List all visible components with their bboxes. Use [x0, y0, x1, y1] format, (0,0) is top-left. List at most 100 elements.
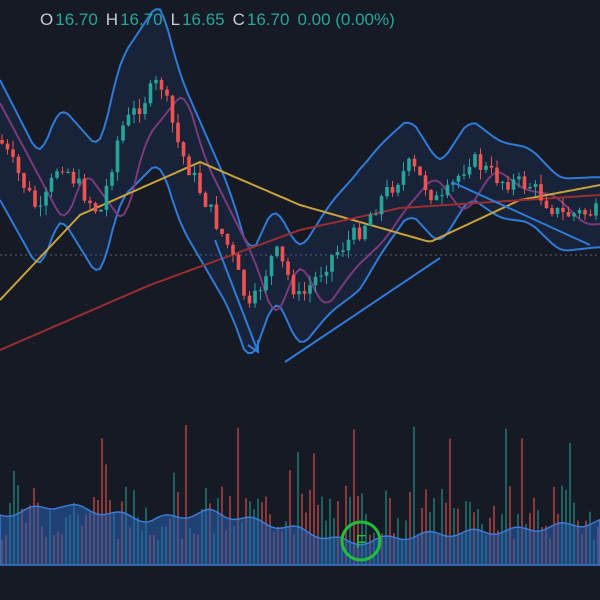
- candle: [5, 143, 10, 150]
- volume-bar: [413, 426, 415, 565]
- candle: [38, 205, 43, 207]
- candle: [484, 165, 488, 170]
- candle: [555, 207, 560, 214]
- candle: [473, 154, 477, 167]
- candle: [401, 171, 406, 185]
- band-fill: [0, 9, 600, 353]
- candle: [522, 176, 527, 189]
- candle: [247, 295, 252, 304]
- candle: [176, 122, 180, 143]
- candle: [379, 196, 384, 215]
- candle: [115, 140, 120, 173]
- volume-bar: [289, 470, 291, 565]
- candle: [489, 165, 494, 168]
- ohlc-item: O 16.70: [40, 10, 98, 30]
- candle: [165, 89, 169, 96]
- candle: [390, 187, 395, 193]
- volume-bar: [237, 427, 239, 565]
- candle: [594, 203, 598, 216]
- candle: [330, 255, 334, 272]
- candle: [506, 181, 510, 190]
- candle: [467, 166, 472, 175]
- candle: [280, 246, 285, 262]
- candle: [71, 171, 76, 184]
- candle: [231, 244, 235, 255]
- volume-bar: [505, 428, 507, 565]
- candle: [374, 214, 378, 216]
- candle: [55, 171, 59, 178]
- candle: [440, 195, 444, 197]
- candle: [429, 190, 433, 201]
- band-upper: [0, 8, 600, 248]
- marker-label: F: [356, 532, 367, 552]
- ohlc-value: 16.65: [182, 10, 225, 29]
- candle: [22, 173, 26, 188]
- candle: [462, 174, 466, 176]
- ohlc-label: H: [105, 10, 119, 29]
- candle: [302, 291, 307, 294]
- volume-bar: [441, 488, 443, 565]
- candle: [434, 195, 439, 201]
- candle: [346, 239, 351, 251]
- candle: [104, 185, 109, 210]
- candle: [137, 108, 142, 115]
- candle: [203, 192, 208, 207]
- candle: [445, 184, 450, 196]
- volume-bar: [445, 502, 447, 565]
- candle: [27, 187, 32, 191]
- candle: [242, 269, 246, 296]
- volume-bar: [509, 486, 511, 565]
- volume-ma: [0, 503, 600, 566]
- candle: [236, 254, 241, 270]
- candle: [0, 140, 4, 144]
- volume-bar: [357, 496, 359, 565]
- candle: [269, 256, 274, 277]
- candle: [308, 285, 312, 294]
- candle: [385, 187, 389, 197]
- candle: [544, 200, 549, 209]
- candle: [44, 191, 48, 206]
- arrow-head: [247, 340, 259, 354]
- candle: [528, 186, 532, 189]
- volume-bar: [321, 496, 323, 565]
- volume-bar: [317, 504, 319, 565]
- candle: [93, 203, 98, 212]
- candle: [132, 108, 136, 115]
- candle: [423, 175, 428, 191]
- ohlc-label: O: [40, 10, 54, 29]
- band-lower: [0, 166, 600, 354]
- candle: [368, 214, 373, 226]
- candle: [170, 95, 175, 123]
- candle: [143, 103, 147, 115]
- ma-purple: [0, 96, 600, 312]
- candle: [121, 125, 125, 141]
- candle: [357, 227, 362, 240]
- candle: [33, 190, 37, 207]
- candle: [319, 275, 323, 277]
- ohlc-legend: O 16.70 H 16.70 L 16.65 C 16.70 0.00 (0.00%): [40, 10, 395, 30]
- volume-bar: [365, 514, 367, 565]
- candle: [539, 184, 543, 201]
- candle: [286, 261, 290, 275]
- candle: [456, 175, 461, 182]
- volume-bar: [449, 438, 451, 565]
- candle: [66, 171, 70, 173]
- candle: [198, 172, 202, 193]
- volume-bar: [409, 491, 411, 565]
- volume-bar: [101, 438, 103, 565]
- ohlc-item: C 16.70: [233, 10, 290, 30]
- candle: [313, 276, 318, 286]
- volume-bar: [349, 496, 351, 565]
- candle: [214, 204, 219, 229]
- candle: [220, 228, 224, 234]
- candle: [159, 79, 164, 90]
- volume-bar: [389, 498, 391, 565]
- candle: [154, 79, 158, 84]
- candle: [77, 178, 81, 184]
- volume-bar: [345, 485, 347, 565]
- candle: [577, 210, 582, 214]
- event-marker: [340, 520, 382, 562]
- candle: [583, 210, 587, 215]
- candle: [181, 142, 186, 157]
